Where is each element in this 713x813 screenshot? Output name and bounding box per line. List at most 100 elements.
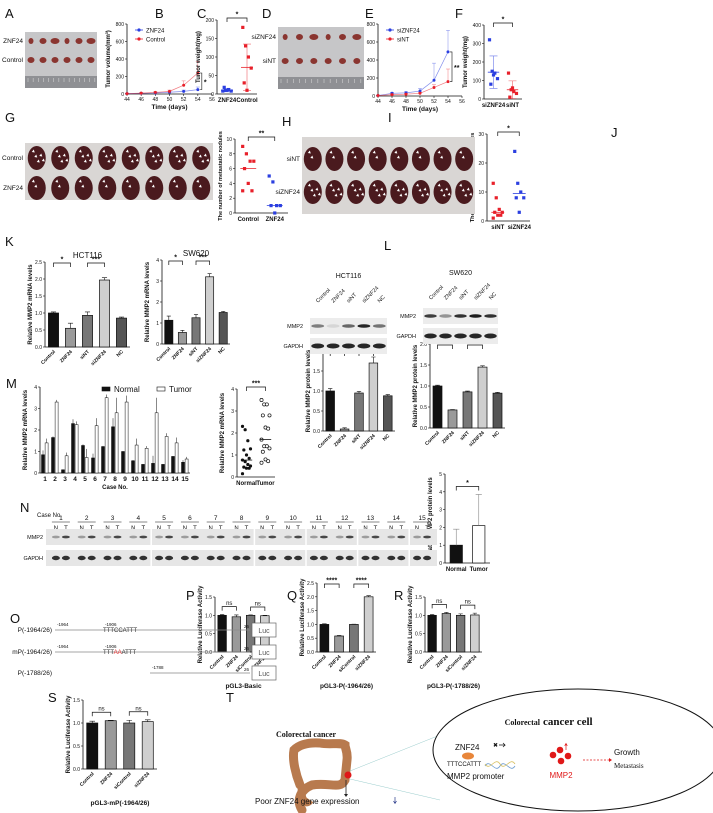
blot-band xyxy=(216,535,225,539)
error-bar xyxy=(195,61,200,73)
y-tick-label: 0 xyxy=(121,92,124,98)
tumor-specimen xyxy=(339,34,346,40)
blot-band xyxy=(345,535,354,539)
y-tick-label: 400 xyxy=(116,57,125,63)
x-tick-label: 56 xyxy=(209,97,215,103)
significance-label: * xyxy=(507,126,510,133)
photo-A: ZNF24 Control xyxy=(2,32,97,88)
data-point xyxy=(244,44,248,48)
nodule-arrow xyxy=(394,150,398,154)
bar-Tumor xyxy=(64,455,69,474)
blot-band xyxy=(371,535,380,539)
down-arrow-icon xyxy=(393,797,397,805)
nodule-arrow xyxy=(203,153,207,157)
nodule-arrow xyxy=(415,183,419,187)
data-point xyxy=(264,444,269,449)
y-tick-label: 1.5 xyxy=(205,595,212,601)
blot-row-label: MMP2 xyxy=(27,535,43,541)
data-point xyxy=(241,144,245,148)
error-bar xyxy=(166,315,171,321)
binding-site-part: TTT xyxy=(103,650,114,656)
liver-specimen xyxy=(145,146,164,170)
blot-band xyxy=(439,333,452,339)
nodule-arrow xyxy=(135,158,139,162)
bar-siZNF24 xyxy=(368,362,379,432)
legend-marker xyxy=(388,28,392,32)
end-position: 26 xyxy=(244,667,250,672)
significance-label: *** xyxy=(199,255,207,262)
y-tick-label: 0.5 xyxy=(35,328,42,334)
nodule-arrow xyxy=(334,193,338,197)
panel-label-C: C xyxy=(197,6,206,21)
nodule-arrow xyxy=(151,184,155,188)
cancer-cell-ellipse xyxy=(432,688,713,812)
x-tick-label: Normal xyxy=(446,567,467,573)
blot-band xyxy=(345,555,354,561)
blot-band xyxy=(469,333,482,339)
nodule-arrow xyxy=(125,179,129,183)
y-tick-label: 4 xyxy=(439,490,442,496)
bar-Control xyxy=(164,319,174,345)
blot-band xyxy=(294,535,303,539)
liver-specimen xyxy=(347,147,366,171)
nodule-arrow xyxy=(60,159,64,163)
x-tick-label: 6 xyxy=(93,476,97,483)
x-tick-label: 52 xyxy=(181,97,187,103)
panel-label-N: N xyxy=(20,500,29,515)
liver-specimen xyxy=(411,147,430,171)
x-tick-label: 10 xyxy=(131,476,139,483)
x-tick-label: Control xyxy=(236,98,258,104)
panel-label-J: J xyxy=(611,125,618,140)
significance-bracket xyxy=(247,136,276,141)
bar-Control xyxy=(427,614,437,653)
nodule-arrow xyxy=(175,154,179,158)
blot-band xyxy=(61,535,70,539)
blot-band xyxy=(311,324,325,328)
arrow-head xyxy=(344,794,348,797)
data-point xyxy=(252,159,256,163)
legend-label: ZNF24 xyxy=(146,29,165,35)
nodule-arrow xyxy=(83,159,87,163)
lane-label: NC xyxy=(377,295,387,305)
lane-label: siNT xyxy=(458,289,471,302)
bar-Control xyxy=(217,614,227,653)
nodule-arrow xyxy=(307,150,311,154)
tumor-specimen xyxy=(324,58,332,64)
tumor-specimen xyxy=(64,38,70,44)
data-point xyxy=(259,398,264,402)
legend-label: siNT xyxy=(397,38,410,44)
blot-band xyxy=(206,535,215,539)
bar-siControl xyxy=(349,624,359,653)
legend-label: Control xyxy=(146,38,165,44)
nodule-arrow xyxy=(336,187,340,191)
x-tick-label: 56 xyxy=(459,99,465,105)
y-tick-label: 8 xyxy=(229,152,232,158)
chart-J: 0102030The number of metastatic noduless… xyxy=(470,126,532,232)
x-tick-label: siNT xyxy=(491,225,504,231)
nodule-arrow xyxy=(128,184,132,188)
y-tick-label: 0 xyxy=(229,211,232,217)
y-axis-label: Relative Luciferase Activity xyxy=(300,578,306,656)
data-point xyxy=(139,91,143,95)
error-bar xyxy=(432,62,436,81)
blot-band xyxy=(397,555,406,561)
blot-band xyxy=(139,555,148,561)
data-point xyxy=(243,428,247,432)
x-tick-label: NC xyxy=(217,346,227,356)
series-line-Control xyxy=(126,72,199,94)
y-tick-label: 0.5 xyxy=(73,744,80,750)
data-point xyxy=(221,89,225,93)
data-point xyxy=(494,196,498,200)
blot-band xyxy=(258,535,267,539)
nodule-arrow xyxy=(361,192,365,196)
data-point xyxy=(271,180,275,184)
row-label: siNT xyxy=(263,58,276,65)
error-bar xyxy=(144,719,151,722)
error-bar xyxy=(118,316,125,319)
data-point xyxy=(513,149,517,153)
panel-label-S: S xyxy=(48,690,57,705)
blot-band xyxy=(180,535,189,539)
liver-specimen xyxy=(390,147,409,171)
